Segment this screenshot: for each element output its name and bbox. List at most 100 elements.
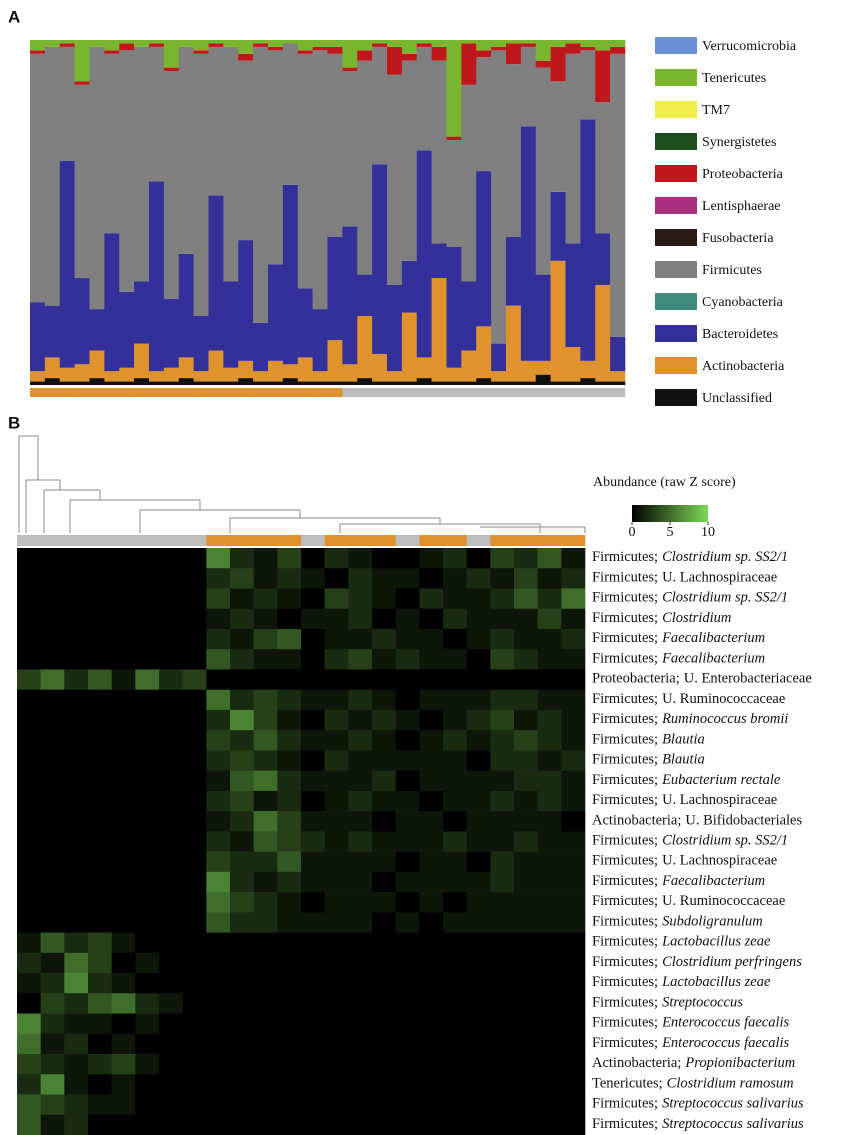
heatmap-cell: [348, 568, 373, 589]
row-label: Firmicutes; Clostridium sp. SS2/1: [592, 590, 788, 606]
heatmap-cell: [443, 730, 467, 751]
heatmap-cell: [324, 588, 349, 610]
heatmap-cell: [88, 1054, 112, 1075]
heatmap-cell: [419, 588, 444, 610]
heatmap-cell: [561, 649, 586, 670]
heatmap-cell: [40, 730, 65, 751]
heatmap-cell: [40, 932, 65, 954]
heatmap-cell: [514, 770, 538, 792]
heatmap-cell: [159, 851, 183, 873]
heatmap-cell: [17, 709, 41, 731]
row-phylum: Firmicutes;: [592, 853, 658, 869]
bar-segment: [89, 350, 105, 379]
heatmap-cell: [111, 669, 136, 690]
heatmap-cell: [561, 1094, 586, 1116]
heatmap-cell: [64, 750, 89, 771]
bar-segment: [30, 40, 46, 51]
bar-segment: [253, 40, 269, 44]
heatmap-cell: [253, 669, 278, 690]
bar-segment: [506, 381, 522, 385]
heatmap-cell: [561, 993, 586, 1014]
heatmap-cell: [206, 1013, 231, 1035]
heatmap-cell: [182, 689, 207, 711]
heatmap-cell: [64, 1114, 89, 1135]
heatmap-cell: [490, 770, 515, 792]
sample-group: [104, 388, 120, 397]
heatmap-cell: [324, 750, 349, 771]
legend-label: Bacteroidetes: [702, 327, 778, 342]
heatmap-cell: [206, 548, 231, 569]
heatmap-cell: [372, 811, 396, 832]
heatmap-cell: [514, 912, 538, 933]
heatmap-cell: [372, 993, 396, 1014]
heatmap-cell: [135, 628, 160, 650]
bar-segment: [178, 46, 194, 254]
column-group: [182, 535, 207, 546]
heatmap-cell: [253, 1054, 278, 1075]
heatmap-cell: [64, 1013, 89, 1035]
row-taxon: Lactobacillus zeae: [661, 934, 771, 950]
heatmap-cell: [64, 770, 89, 792]
bar-segment: [565, 347, 581, 382]
heatmap-cell: [490, 730, 515, 751]
heatmap-cell: [88, 811, 112, 832]
heatmap-cell: [206, 1074, 231, 1095]
column-group: [324, 535, 349, 546]
heatmap-cell: [88, 952, 112, 974]
heatmap-cell: [419, 608, 444, 630]
heatmap-cell: [443, 993, 467, 1014]
heatmap-cell: [443, 1033, 467, 1055]
bar-segment: [580, 360, 596, 379]
bar-segment: [163, 298, 180, 368]
heatmap-cell: [490, 892, 515, 913]
heatmap-cell: [419, 952, 444, 974]
heatmap-cell: [419, 912, 444, 933]
bar-segment: [357, 274, 373, 316]
sample-group: [238, 388, 254, 397]
bar-segment: [74, 81, 90, 85]
heatmap-cell: [111, 831, 136, 852]
heatmap-cell: [206, 811, 231, 832]
legend-label: Firmicutes: [702, 263, 762, 278]
heatmap-cell: [64, 669, 89, 690]
heatmap-cell: [348, 851, 373, 873]
heatmap-cell: [64, 730, 89, 751]
sample-group: [134, 388, 150, 397]
bar-segment: [119, 381, 135, 385]
heatmap-cell: [17, 689, 41, 711]
row-phylum: Actinobacteria;: [592, 813, 681, 829]
sample-group: [327, 388, 343, 397]
heatmap-cell: [88, 831, 112, 852]
column-group: [88, 535, 112, 546]
heatmap-cell: [419, 932, 444, 954]
bar-segment: [431, 60, 447, 244]
heatmap-cell: [348, 871, 373, 893]
heatmap-cell: [395, 770, 420, 792]
colorbar-title: Abundance (raw Z score): [593, 475, 736, 490]
bar-segment: [238, 360, 254, 379]
heatmap-cell: [301, 689, 325, 711]
heatmap-cell: [17, 932, 41, 954]
heatmap-cell: [324, 1074, 349, 1095]
bar-segment: [282, 364, 299, 379]
bar-segment: [506, 64, 522, 237]
heatmap-cell: [159, 628, 183, 650]
row-label: Firmicutes; U. Ruminococcaceae: [592, 691, 785, 707]
bar-segment: [312, 381, 328, 385]
heatmap-cell: [88, 1074, 112, 1095]
heatmap-cell: [537, 790, 562, 812]
row-phylum: Firmicutes;: [592, 873, 658, 889]
bar-segment: [431, 243, 447, 279]
heatmap-cell: [64, 790, 89, 812]
column-group: [419, 535, 444, 546]
bar-segment: [178, 378, 194, 385]
heatmap-cell: [514, 750, 538, 771]
heatmap-cell: [253, 548, 278, 569]
heatmap-cell: [159, 689, 183, 711]
bar-segment: [268, 50, 284, 265]
heatmap-cell: [17, 811, 41, 832]
heatmap-cell: [537, 831, 562, 852]
bar-segment: [119, 40, 135, 44]
heatmap-cell: [324, 689, 349, 711]
heatmap-cell: [443, 871, 467, 893]
